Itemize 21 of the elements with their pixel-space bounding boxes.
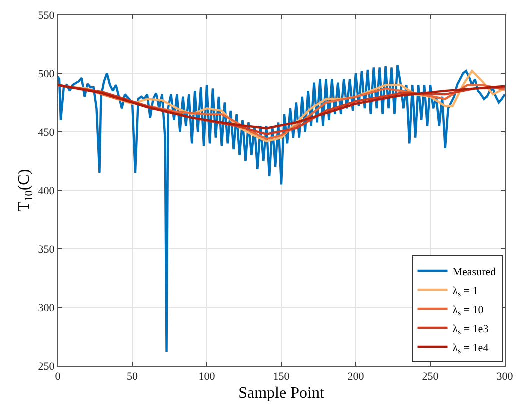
y-tick-label: 300 bbox=[38, 302, 56, 314]
legend-label: Measured bbox=[452, 266, 497, 278]
y-tick-label: 450 bbox=[38, 126, 56, 139]
legend-label: λ$_{s}$ = 1e4 bbox=[452, 342, 490, 356]
x-tick-label: 300 bbox=[496, 371, 514, 384]
line-series bbox=[58, 64, 505, 354]
y-tick-label: 500 bbox=[38, 68, 56, 80]
x-tick-label: 0 bbox=[55, 371, 62, 384]
y-tick-label: 250 bbox=[38, 360, 56, 373]
legend-label: λ$_{s}$ = 1e3 bbox=[452, 323, 490, 337]
legend-label: λ$_{s}$ = 10 bbox=[452, 304, 484, 318]
x-tick-label: 50 bbox=[127, 371, 138, 384]
x-tick-label: 100 bbox=[198, 371, 216, 384]
x-tick-label: 200 bbox=[348, 371, 365, 384]
x-tick-label: 250 bbox=[422, 371, 440, 384]
legend-label: λ$_{s}$ = 1 bbox=[452, 285, 478, 299]
y-tick-label: 400 bbox=[38, 185, 56, 198]
x-axis-title: Sample Point bbox=[238, 384, 325, 402]
y-tick-label: 350 bbox=[38, 244, 56, 256]
x-tick-label: 150 bbox=[273, 371, 290, 384]
y-tick-label: 550 bbox=[38, 10, 56, 22]
